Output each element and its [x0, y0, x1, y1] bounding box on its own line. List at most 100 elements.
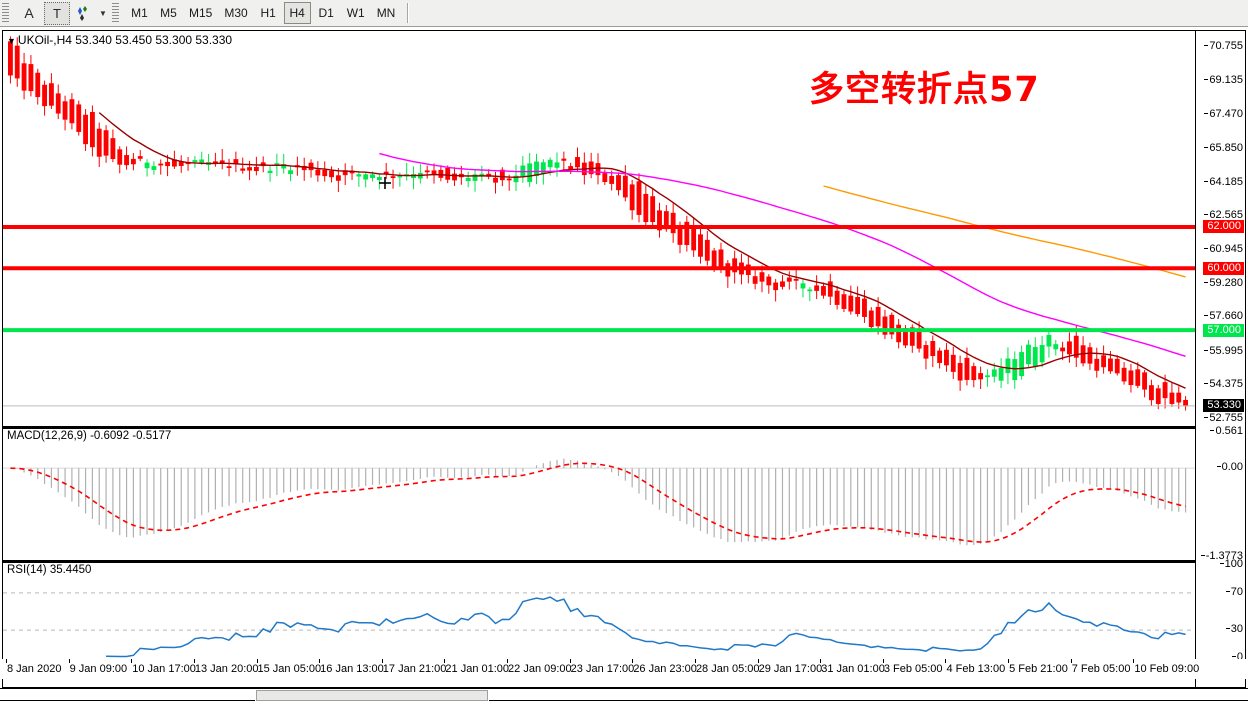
- chevron-down-icon: ▼: [99, 8, 107, 18]
- time-tick-label: 23 Jan 17:00: [570, 663, 635, 675]
- time-tick-label: 10 Jan 17:00: [132, 663, 196, 675]
- timeframe-label: H4: [289, 6, 305, 20]
- current-price-value: 53.330: [1207, 399, 1241, 412]
- objects-icon: [77, 5, 87, 21]
- tick-mark: [1225, 628, 1230, 630]
- rsi-tick-value: 70: [1230, 585, 1243, 598]
- chart-container[interactable]: ▼ UKOil-,H4 53.340 53.450 53.300 53.330 多…: [2, 30, 1246, 688]
- time-tick-label: 16 Jan 13:00: [320, 663, 384, 675]
- time-tick-mark: [882, 659, 884, 663]
- time-tick-label: 3 Feb 05:00: [883, 663, 943, 675]
- price-tick-value: 62.565: [1209, 209, 1243, 222]
- tick-mark: [1204, 146, 1209, 148]
- price-tick-label: 67.470: [1204, 108, 1243, 121]
- text-tool-button[interactable]: A: [16, 2, 42, 25]
- time-tick-label: 22 Jan 09:00: [508, 663, 572, 675]
- price-tick-value: 67.470: [1209, 108, 1243, 121]
- time-tick-label: 15 Jan 05:00: [257, 663, 322, 675]
- level-badge-62-000[interactable]: 62.000: [1203, 220, 1244, 234]
- tick-mark: [1204, 349, 1209, 351]
- time-tick-mark: [131, 659, 133, 663]
- scrollbar-thumb[interactable]: [256, 690, 488, 701]
- rsi-tick-label: 100: [1219, 558, 1243, 570]
- current-price-badge[interactable]: 53.330: [1203, 399, 1244, 413]
- level-badge-57-000[interactable]: 57.000: [1203, 323, 1244, 337]
- timeframe-button-w1[interactable]: W1: [342, 2, 370, 24]
- objects-dropdown-button[interactable]: ▼: [96, 2, 109, 25]
- timeframe-button-m15[interactable]: M15: [184, 2, 217, 24]
- time-tick-label: 9 Jan 09:00: [69, 663, 128, 675]
- collapse-icon[interactable]: ▼: [7, 36, 16, 46]
- time-tick-mark: [256, 659, 258, 663]
- rsi-tick-label: 30: [1225, 624, 1243, 635]
- price-tick-value: 69.135: [1209, 73, 1243, 86]
- time-tick-mark: [1008, 659, 1010, 663]
- timeframe-label: MN: [376, 6, 396, 20]
- tick-mark: [1204, 416, 1209, 418]
- price-tick-label: 54.375: [1204, 379, 1243, 390]
- level-badge-60-000[interactable]: 60.000: [1203, 261, 1244, 275]
- price-pane[interactable]: ▼ UKOil-,H4 53.340 53.450 53.300 53.330 多…: [3, 31, 1195, 425]
- macd-label: MACD(12,26,9) -0.6092 -0.5177: [7, 430, 172, 442]
- rsi-tick-value: 0: [1236, 651, 1243, 663]
- rsi-tick-value: 100: [1224, 558, 1243, 570]
- time-tick-label: 17 Jan 21:00: [382, 663, 447, 675]
- price-tick-label: 59.280: [1204, 277, 1243, 290]
- timeframe-button-m30[interactable]: M30: [219, 2, 252, 24]
- price-tick-value: 64.185: [1209, 175, 1243, 188]
- chart-annotation: 多空转折点57: [809, 70, 1040, 110]
- time-tick-mark: [1070, 659, 1072, 663]
- objects-tool-button[interactable]: [72, 2, 94, 25]
- timeframe-grip[interactable]: [112, 3, 119, 23]
- price-tick-label: 69.135: [1204, 73, 1243, 86]
- tick-mark: [1204, 315, 1209, 317]
- label-tool-label: T: [53, 5, 61, 21]
- timeframe-button-h4[interactable]: H4: [283, 2, 311, 24]
- time-tick-mark: [632, 659, 634, 663]
- price-tick-value: 70.755: [1209, 40, 1243, 53]
- timeframe-button-mn[interactable]: MN: [372, 2, 401, 24]
- timeframe-button-d1[interactable]: D1: [313, 2, 340, 24]
- scrollbar-track-left[interactable]: [0, 690, 255, 701]
- price-plot: [3, 36, 1195, 411]
- time-tick-label: 8 Jan 2020: [7, 663, 62, 675]
- time-tick-mark: [507, 659, 509, 663]
- symbol-label: ▼ UKOil-,H4 53.340 53.450 53.300 53.330: [7, 33, 232, 47]
- tick-mark: [1204, 45, 1209, 47]
- time-tick-label: 5 Feb 21:00: [1009, 663, 1068, 675]
- scrollbar-track-right[interactable]: [489, 690, 1248, 701]
- level-badge-value: 62.000: [1207, 220, 1241, 233]
- price-tick-label: 62.565: [1204, 209, 1243, 222]
- time-tick-label: 10 Feb 09:00: [1134, 663, 1200, 675]
- timeframe-button-h1[interactable]: H1: [255, 2, 282, 24]
- horizontal-scrollbar[interactable]: [0, 688, 1248, 701]
- macd-pane[interactable]: MACD(12,26,9) -0.6092 -0.5177: [3, 428, 1195, 559]
- price-tick-label: 55.995: [1204, 345, 1243, 357]
- tick-mark: [1210, 430, 1215, 431]
- label-tool-button[interactable]: T: [44, 1, 70, 25]
- toolbar: A T ▼ M1 M5 M15 M30 H1 H4 D1 W1 MN: [0, 0, 1248, 27]
- timeframe-group: M1 M5 M15 M30 H1 H4 D1 W1 MN: [125, 2, 401, 24]
- rsi-tick-label: 0: [1231, 651, 1243, 663]
- macd-tick-label: 0.00: [1216, 462, 1243, 473]
- timeframe-button-m1[interactable]: M1: [126, 2, 153, 24]
- price-tick-value: 59.280: [1209, 277, 1243, 290]
- toolbar-grip[interactable]: [2, 3, 9, 23]
- price-axis[interactable]: 70.755 69.135 67.470 65.850 64.185 62.565 60.9…: [1195, 31, 1245, 687]
- timeframe-label: H1: [260, 6, 276, 20]
- timeframe-button-m5[interactable]: M5: [155, 2, 182, 24]
- time-tick-mark: [569, 659, 571, 663]
- tick-mark: [1204, 247, 1209, 249]
- level-badge-value: 60.000: [1207, 261, 1241, 274]
- price-tick-label: 60.945: [1204, 243, 1243, 255]
- macd-tick-label: 0.561: [1210, 425, 1243, 437]
- time-tick-mark: [381, 659, 383, 663]
- rsi-pane[interactable]: RSI(14) 35.4450: [3, 562, 1195, 659]
- price-tick-value: 52.755: [1209, 411, 1243, 424]
- price-tick-value: 65.850: [1209, 141, 1243, 154]
- timeframe-label: D1: [318, 6, 334, 20]
- macd-tick-value: 0.561: [1215, 425, 1243, 437]
- time-tick-mark: [444, 659, 446, 663]
- tick-mark: [1204, 383, 1209, 385]
- tick-mark: [1204, 78, 1209, 80]
